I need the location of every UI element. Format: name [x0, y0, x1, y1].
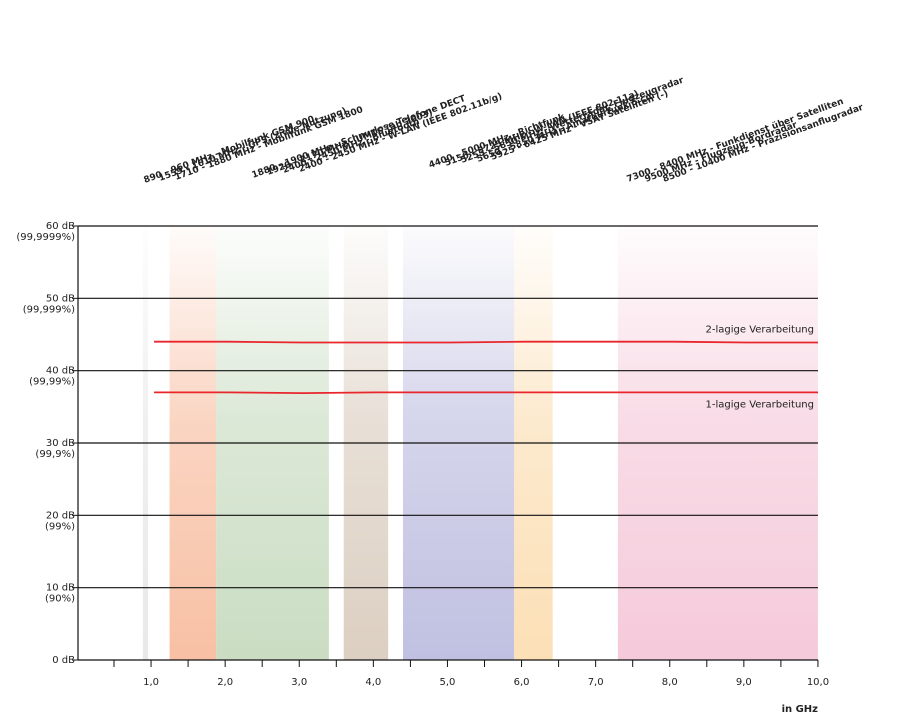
y-tick-sublabel: (99%) [45, 521, 75, 532]
series-line [154, 340, 818, 344]
x-tick-label: 5,0 [439, 677, 455, 688]
y-tick-label: 50 dB [46, 293, 75, 304]
band-label: 5925 - 6425 MHz - VSAT Satelliten (-) [490, 89, 670, 163]
x-tick-label: 3,0 [291, 677, 307, 688]
y-tick-label: 20 dB [46, 510, 75, 521]
x-tick-label: 2,0 [217, 677, 233, 688]
y-tick-sublabel: (99,9%) [35, 449, 75, 460]
band-label: 2400 - 2450 MHz - W-LAN (IEEE 802.11b/g) [298, 92, 504, 175]
series-label: 1-lagige Verarbeitung [706, 399, 814, 410]
series-line [154, 391, 818, 395]
x-unit-label: in GHz [782, 704, 819, 715]
grid-lines [78, 225, 818, 589]
x-tick-label: 8,0 [662, 677, 678, 688]
y-tick-sublabel: (99,9999%) [16, 232, 75, 243]
x-tick-label: 1,0 [143, 677, 159, 688]
y-tick-label: 0 dB [52, 655, 75, 666]
x-tick-label: 10,0 [807, 677, 829, 688]
x-tick-label: 7,0 [588, 677, 604, 688]
y-tick-label: 10 dB [46, 583, 75, 594]
y-tick-label: 30 dB [46, 438, 75, 449]
x-tick-label: 6,0 [514, 677, 530, 688]
y-tick-sublabel: (99,99%) [29, 377, 75, 388]
axes: 0 dB 10 dB(90%) 20 dB(99%) 30 dB(99,9%) 40 d… [16, 221, 829, 715]
y-tick-sublabel: (90%) [45, 594, 75, 605]
y-tick-label: 60 dB [46, 221, 75, 232]
series-lines: 2-lagige Verarbeitung 1-lagige Verarbeitu… [154, 324, 818, 410]
band-label: 8500 - 10400 MHz - Präzisionsanflugradar [662, 103, 866, 185]
series-label: 2-lagige Verarbeitung [706, 324, 814, 335]
x-tick-label: 9,0 [736, 677, 752, 688]
y-tick-label: 40 dB [46, 366, 75, 377]
y-tick-sublabel: (99,999%) [23, 304, 75, 315]
x-tick-label: 4,0 [365, 677, 381, 688]
